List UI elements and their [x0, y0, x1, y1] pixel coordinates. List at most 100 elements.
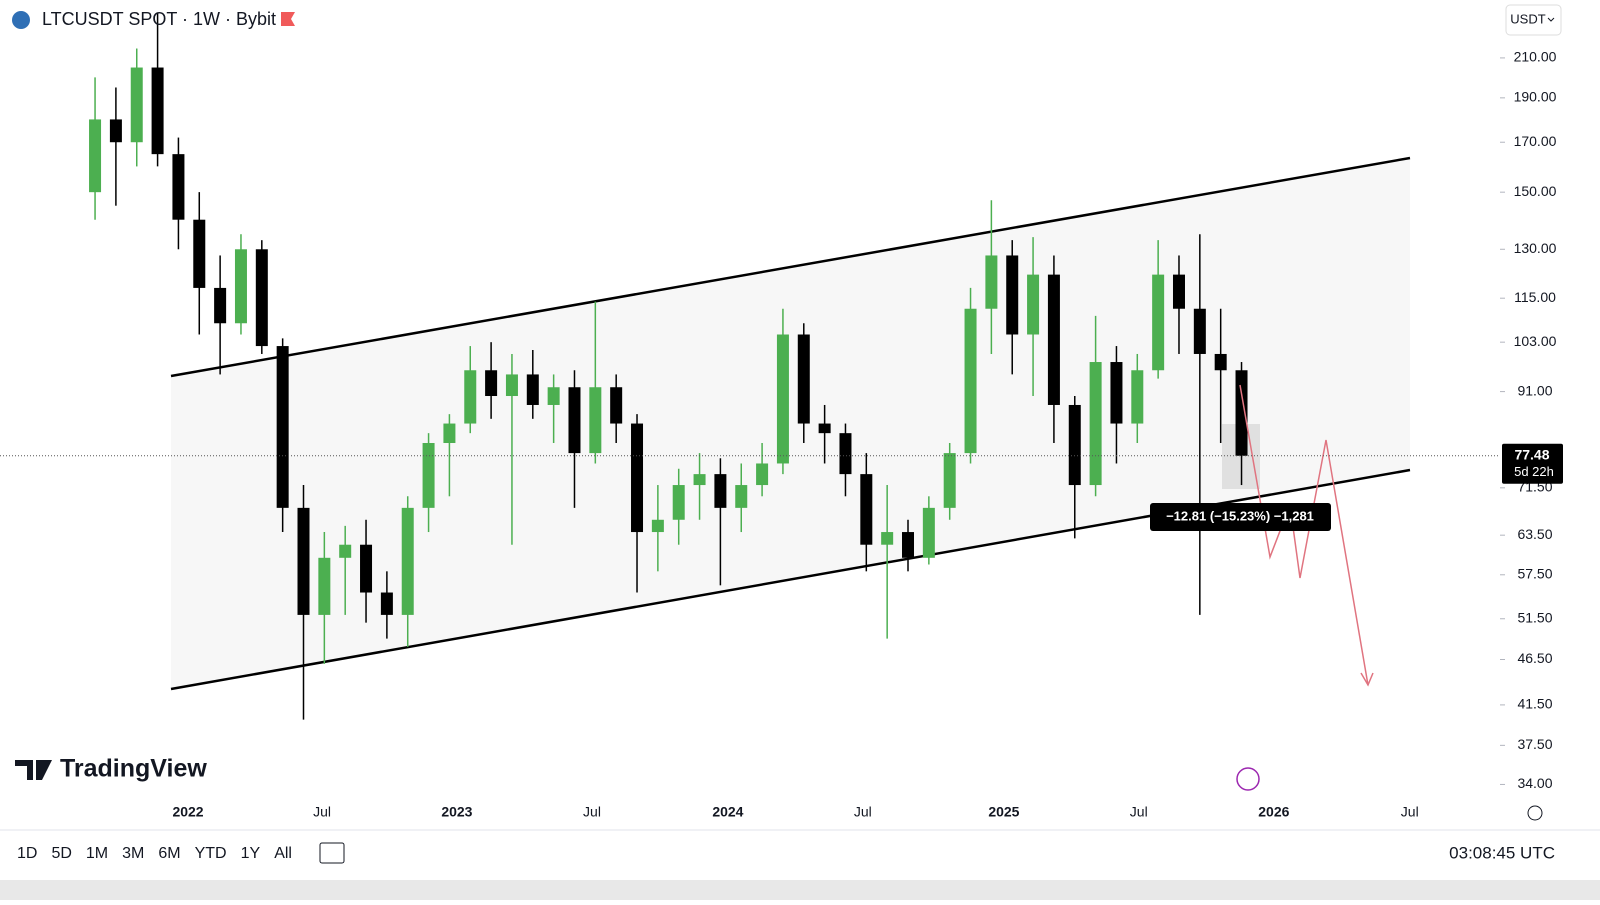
candle-body	[589, 387, 602, 454]
candle-body	[172, 154, 185, 220]
candle-body	[1172, 274, 1185, 309]
y-tick-label: 150.00	[1514, 183, 1557, 199]
measure-label: −12.81 (−15.23%) −1,281	[1166, 508, 1314, 523]
candle-body	[380, 592, 393, 615]
candle-body	[693, 474, 706, 486]
x-tick-label: 2024	[712, 804, 743, 820]
candle-body	[1193, 308, 1206, 354]
candle-body	[672, 485, 685, 520]
candle-body	[714, 474, 727, 508]
tv-logo	[15, 760, 52, 780]
x-tick-label: Jul	[1130, 804, 1148, 820]
candle-body	[902, 532, 915, 558]
candle-body	[505, 374, 518, 397]
range-button[interactable]: YTD	[195, 845, 227, 862]
candle-body	[485, 370, 498, 397]
candle-body	[234, 249, 247, 324]
candle-body	[214, 287, 227, 324]
candle-body	[339, 544, 352, 558]
y-tick-label: 91.00	[1517, 382, 1552, 398]
x-tick-label: Jul	[1401, 804, 1419, 820]
candle-body	[1152, 274, 1165, 371]
y-tick-label: 130.00	[1514, 240, 1557, 256]
last-price-label: 77.48	[1514, 446, 1549, 462]
coin-icon	[12, 11, 30, 29]
symbol-title: LTCUSDT SPOT · 1W · Bybit	[42, 9, 276, 29]
channel-upper	[170, 156, 1411, 378]
candle-body	[1131, 370, 1144, 424]
event-icon[interactable]	[1236, 767, 1260, 791]
candle-body	[547, 387, 560, 405]
candle-body	[526, 374, 539, 405]
bottom-band	[0, 880, 1600, 900]
date-range-icon[interactable]	[319, 842, 345, 864]
candle-body	[735, 485, 748, 508]
y-tick-label: 41.50	[1517, 696, 1552, 712]
x-tick-label: 2025	[988, 804, 1019, 820]
y-tick-label: 103.00	[1514, 333, 1557, 349]
y-tick-label: 46.50	[1517, 650, 1552, 666]
y-tick-label: 51.50	[1517, 609, 1552, 625]
range-button[interactable]: 5D	[51, 845, 71, 862]
clock: 03:08:45 UTC	[1449, 843, 1555, 862]
y-tick-label: 57.50	[1517, 565, 1552, 581]
candle-body	[422, 443, 435, 508]
candle-body	[943, 453, 956, 508]
x-tick-label: Jul	[583, 804, 601, 820]
candle-body	[193, 219, 206, 288]
candle-body	[360, 544, 373, 593]
candle-body	[276, 346, 289, 508]
candle-body	[1089, 362, 1102, 486]
candle-body	[1235, 370, 1248, 456]
candle-body	[860, 474, 873, 545]
candle-body	[1110, 362, 1123, 424]
x-tick-label: Jul	[313, 804, 331, 820]
currency-button[interactable]	[1505, 4, 1562, 36]
range-button[interactable]: 1M	[86, 845, 108, 862]
settings-icon[interactable]	[1527, 805, 1543, 821]
range-button[interactable]: 6M	[158, 845, 180, 862]
candle-body	[776, 334, 789, 464]
measure-label-bg	[1150, 503, 1331, 531]
x-tick-label: 2023	[441, 804, 472, 820]
candle-body	[964, 308, 977, 454]
candle-body	[464, 370, 477, 424]
candle-body	[1214, 353, 1227, 371]
candle-body	[922, 507, 935, 558]
watermark: TradingView	[60, 755, 207, 783]
candle-body	[985, 255, 998, 309]
y-tick-label: 37.50	[1517, 736, 1552, 752]
candle-body	[881, 532, 894, 545]
candle-body	[839, 433, 852, 475]
candle-body	[818, 423, 831, 434]
candle-body	[318, 557, 331, 615]
candle-body	[631, 423, 644, 533]
channel-fill	[171, 158, 1410, 689]
x-tick-label: 2022	[172, 804, 203, 820]
candle-body	[1027, 274, 1040, 335]
candle-body	[89, 119, 102, 193]
candle-body	[610, 387, 623, 424]
range-button[interactable]: 1Y	[241, 845, 261, 862]
y-tick-label: 34.00	[1517, 775, 1552, 791]
candle-body	[797, 334, 810, 424]
flag-icon	[281, 12, 295, 26]
currency[interactable]: USDT	[1510, 11, 1545, 26]
candle-body	[1006, 255, 1019, 335]
countdown: 5d 22h	[1514, 464, 1554, 479]
candle-body	[297, 507, 310, 615]
y-tick-label: 210.00	[1514, 49, 1557, 65]
candle-body	[1068, 404, 1081, 486]
candle-body	[1047, 274, 1060, 405]
range-button[interactable]: 3M	[122, 845, 144, 862]
candle-body	[109, 119, 122, 143]
candle-body	[651, 519, 664, 533]
x-tick-label: Jul	[854, 804, 872, 820]
range-button[interactable]: 1D	[17, 845, 37, 862]
range-button[interactable]: All	[274, 845, 292, 862]
y-tick-label: 115.00	[1514, 289, 1556, 305]
candle-body	[401, 507, 414, 615]
x-tick-label: 2026	[1258, 804, 1289, 820]
candle-body	[151, 67, 164, 155]
